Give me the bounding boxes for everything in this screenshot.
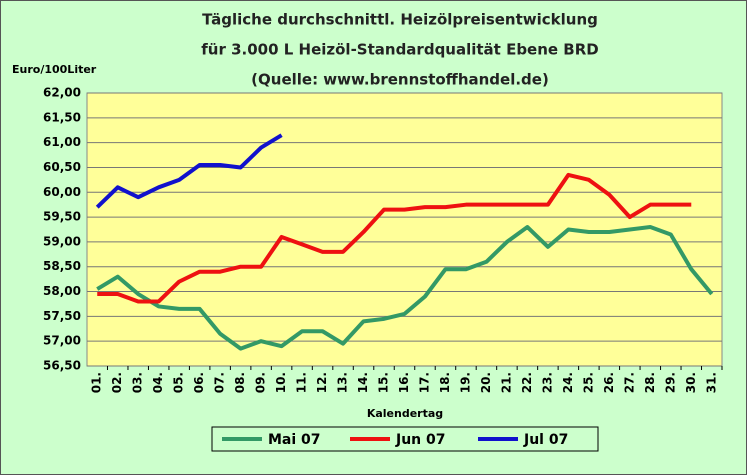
- y-tick-label: 57,50: [43, 309, 81, 323]
- x-tick-label: 01.: [90, 372, 104, 393]
- x-tick-label: 29.: [663, 372, 677, 393]
- legend: Mai 07 Jun 07 Jul 07: [211, 426, 599, 452]
- y-tick-label: 56,50: [43, 359, 81, 373]
- x-tick-label: 04.: [151, 372, 165, 393]
- x-tick-label: 23.: [540, 372, 554, 393]
- legend-box: [211, 426, 599, 452]
- series-line: [97, 172, 692, 304]
- x-tick-label: 20.: [479, 372, 493, 393]
- x-tick-label: 03.: [131, 372, 145, 393]
- x-tick-label: 31.: [704, 372, 718, 393]
- x-tick-label: 25.: [581, 372, 595, 393]
- x-tick-label: 30.: [684, 372, 698, 393]
- x-tick-label: 09.: [254, 372, 268, 393]
- x-tick-label: 28.: [643, 372, 657, 393]
- x-tick-label: 19.: [458, 372, 472, 393]
- x-tick-label: 21.: [499, 372, 513, 393]
- y-axis-label: Euro/100Liter: [12, 63, 97, 76]
- x-tick-label: 24.: [561, 372, 575, 393]
- x-tick-label: 26.: [602, 372, 616, 393]
- legend-label: Jul 07: [523, 432, 568, 448]
- x-tick-label: 17.: [417, 372, 431, 393]
- series-line: [95, 133, 283, 209]
- y-tick-label: 61,00: [43, 135, 81, 149]
- y-tick-label: 59,50: [43, 210, 81, 224]
- x-tick-label: 06.: [192, 372, 206, 393]
- x-tick-label: 05.: [172, 372, 186, 393]
- x-tick-label: 13.: [336, 372, 350, 393]
- legend-label: Jun 07: [395, 432, 446, 448]
- x-tick-label: 11.: [295, 372, 309, 393]
- chart-title: (Quelle: www.brennstoffhandel.de): [251, 71, 549, 89]
- x-tick-label: 02.: [110, 372, 124, 393]
- x-tick-label: 22.: [520, 372, 534, 393]
- x-tick-label: 07.: [213, 372, 227, 393]
- x-tick-label: 15.: [377, 372, 391, 393]
- y-tick-label: 60,00: [43, 185, 81, 199]
- chart-title: für 3.000 L Heizöl-Standardqualität Eben…: [201, 41, 599, 59]
- x-axis-label: Kalendertag: [367, 407, 443, 420]
- series-line: [96, 225, 714, 351]
- y-tick-label: 62,00: [43, 86, 81, 100]
- x-tick-label: 12.: [315, 372, 329, 393]
- y-tick-label: 57,00: [43, 334, 81, 348]
- y-tick-label: 58,00: [43, 284, 81, 298]
- x-tick-label: 08.: [233, 372, 247, 393]
- y-tick-label: 61,50: [43, 110, 81, 124]
- x-tick-label: 27.: [622, 372, 636, 393]
- legend-label: Mai 07: [268, 432, 321, 448]
- x-tick-label: 10.: [274, 372, 288, 393]
- y-tick-label: 60,50: [43, 160, 81, 174]
- chart-title: Tägliche durchschnittl. Heizölpreisentwi…: [202, 11, 598, 29]
- x-tick-label: 18.: [438, 372, 452, 393]
- x-tick-label: 14.: [356, 372, 370, 393]
- y-tick-label: 59,00: [43, 234, 81, 248]
- x-tick-label: 16.: [397, 372, 411, 393]
- y-tick-label: 58,50: [43, 259, 81, 273]
